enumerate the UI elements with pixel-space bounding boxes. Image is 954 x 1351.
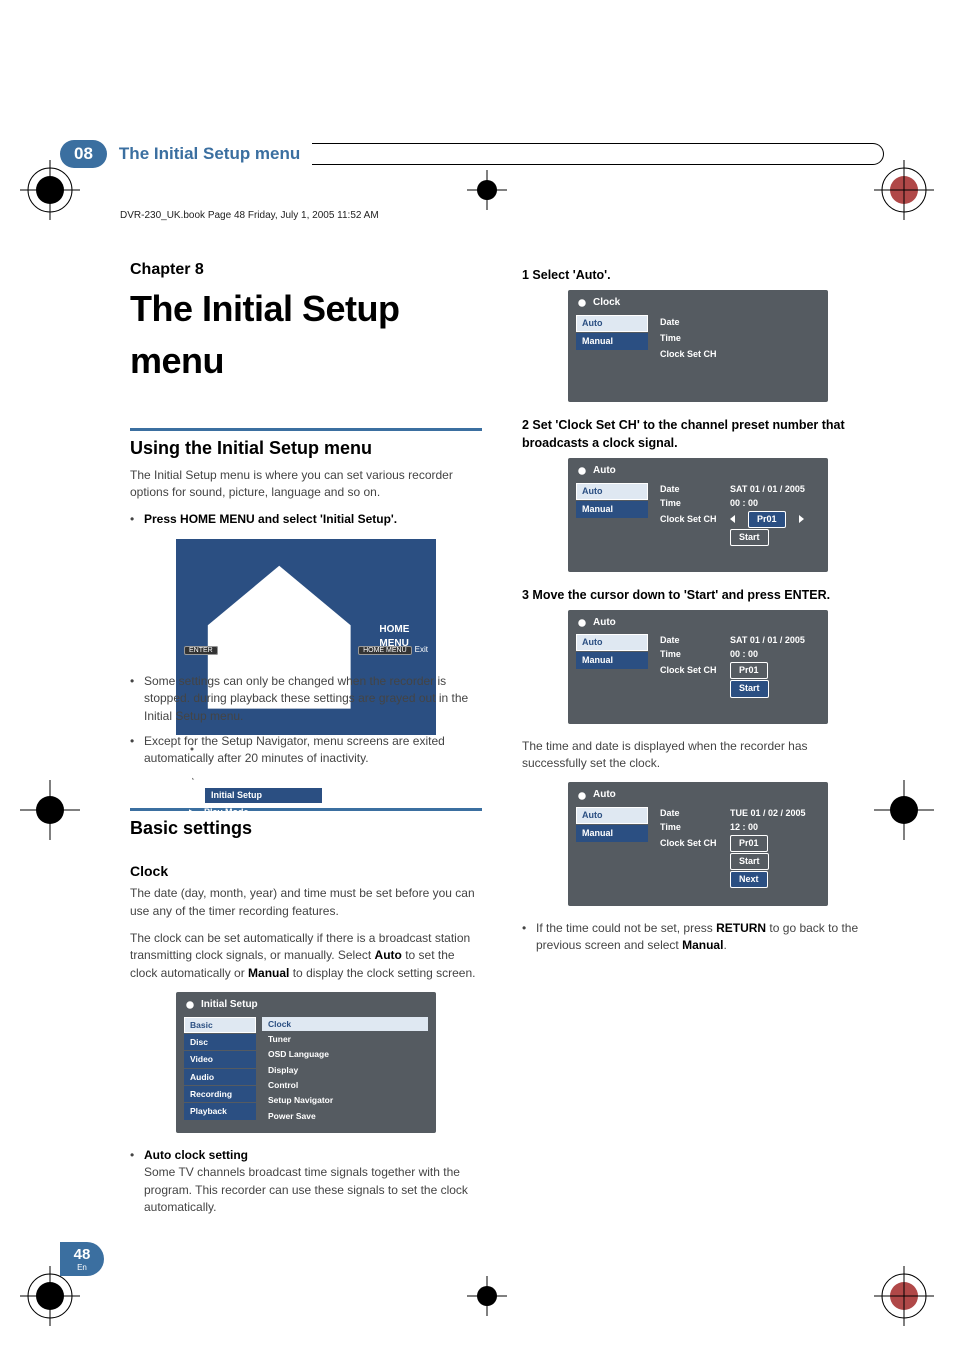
crop-mark-icon — [457, 1266, 517, 1326]
clock-body1: The date (day, month, year) and time mus… — [130, 885, 482, 920]
list-item: OSD Language — [262, 1047, 428, 1061]
doc-header: DVR-230_UK.book Page 48 Friday, July 1, … — [120, 210, 379, 221]
setup-icon — [186, 790, 198, 802]
return-bullet: If the time could not be set, press RETU… — [522, 920, 874, 955]
list-item: Display — [262, 1063, 428, 1077]
band-line — [312, 143, 884, 165]
osd-home-menu: HOME MENU Disc Navigator Editing Timer R… — [176, 539, 436, 659]
main-title: The Initial Setup menu — [130, 283, 482, 387]
list-item: Playback — [184, 1103, 256, 1119]
list-item: Tuner — [262, 1032, 428, 1046]
gear-icon — [576, 465, 588, 477]
crop-mark-icon — [20, 160, 80, 220]
chapter-band-title: The Initial Setup menu — [119, 144, 300, 164]
list-item: Time — [654, 331, 820, 346]
list-item: Audio — [184, 1069, 256, 1085]
crop-mark-icon — [874, 1266, 934, 1326]
gear-icon — [576, 790, 588, 802]
osd-auto-2: Auto Auto Manual DateSAT 01 / 01 / 2005 … — [568, 610, 828, 724]
step-2: 2 Set 'Clock Set CH' to the channel pres… — [522, 416, 874, 452]
gear-icon — [184, 999, 196, 1011]
step-1: 1 Select 'Auto'. — [522, 266, 874, 284]
list-item: Clock — [262, 1017, 428, 1031]
page-number-badge: 48 En — [60, 1242, 104, 1276]
list-item: Control — [262, 1078, 428, 1092]
press-home-bullet: Press HOME MENU and select 'Initial Setu… — [130, 511, 482, 528]
crop-mark-icon — [20, 780, 80, 840]
list-item: Auto — [576, 315, 648, 332]
list-item: Manual — [576, 501, 648, 518]
gear-icon — [576, 297, 588, 309]
clock-body2: The clock can be set automatically if th… — [130, 930, 482, 982]
list-item: Manual — [576, 333, 648, 350]
crop-mark-icon — [874, 160, 934, 220]
osd-initial-setup: Initial Setup Basic Disc Video Audio Rec… — [176, 992, 436, 1133]
accent-rule — [130, 428, 482, 431]
osd-auto-1: Auto Auto Manual DateSAT 01 / 01 / 2005 … — [568, 458, 828, 572]
list-item: Manual — [576, 652, 648, 669]
step-3: 3 Move the cursor down to 'Start' and pr… — [522, 586, 874, 604]
auto-clock-bullet: Auto clock setting Some TV channels broa… — [130, 1147, 482, 1217]
bullet-auto-exit: Except for the Setup Navigator, menu scr… — [130, 733, 482, 768]
list-item: Auto — [576, 483, 648, 500]
page-number: 48 — [74, 1247, 91, 1262]
list-item: Date — [654, 315, 820, 330]
list-item: Setup Navigator — [262, 1093, 428, 1107]
list-item: Disc — [184, 1034, 256, 1050]
left-column: Chapter 8 The Initial Setup menu Using t… — [130, 258, 482, 1226]
list-item: Basic — [184, 1017, 256, 1033]
h2-using: Using the Initial Setup menu — [130, 435, 482, 461]
osd-auto-3: Auto Auto Manual DateTUE 01 / 02 / 2005 … — [568, 782, 828, 906]
crop-mark-icon — [457, 160, 517, 220]
crop-mark-icon — [874, 780, 934, 840]
list-item: Manual — [576, 825, 648, 842]
list-item: Power Save — [262, 1109, 428, 1123]
page-lang: En — [77, 1264, 87, 1272]
bullet-settings-grayed: Some settings can only be changed when t… — [130, 673, 482, 725]
list-item: Clock Set CH — [654, 347, 820, 362]
timer-icon — [186, 773, 198, 785]
play-icon — [186, 807, 198, 819]
right-column: 1 Select 'Auto'. Clock Auto Manual Date … — [522, 258, 874, 1226]
chapter-label: Chapter 8 — [130, 258, 482, 281]
time-date-body: The time and date is displayed when the … — [522, 738, 874, 773]
list-item: Auto — [576, 634, 648, 651]
list-item: Auto — [576, 807, 648, 824]
list-item: Video — [184, 1051, 256, 1067]
using-body: The Initial Setup menu is where you can … — [130, 467, 482, 502]
h3-clock: Clock — [130, 861, 482, 881]
osd-clock: Clock Auto Manual Date Time Clock Set CH — [568, 290, 828, 402]
gear-icon — [576, 617, 588, 629]
list-item: Recording — [184, 1086, 256, 1102]
